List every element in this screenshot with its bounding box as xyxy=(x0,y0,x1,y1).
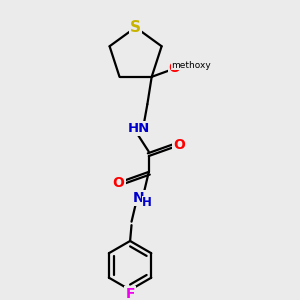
Text: F: F xyxy=(125,287,135,300)
Text: O: O xyxy=(169,61,181,76)
Text: O: O xyxy=(112,176,124,190)
Text: HN: HN xyxy=(128,122,150,135)
Text: methoxy: methoxy xyxy=(171,61,210,70)
Text: O: O xyxy=(173,138,185,152)
Text: H: H xyxy=(142,196,152,209)
Text: N: N xyxy=(133,191,145,205)
Text: S: S xyxy=(130,20,141,35)
